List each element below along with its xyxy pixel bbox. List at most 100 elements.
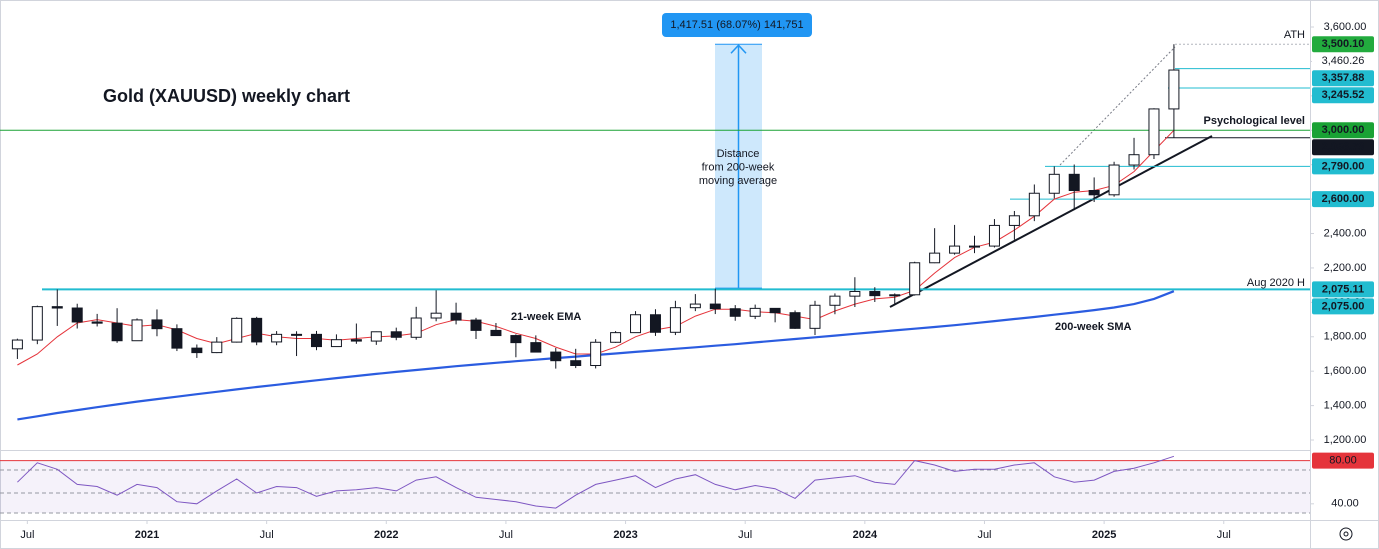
candle-body [889, 294, 901, 297]
candle-body [610, 332, 622, 343]
level-tag [1312, 36, 1374, 53]
level-tag-label: 3,000.00 [1322, 124, 1365, 136]
y-tick-label: 1,800.00 [1324, 331, 1367, 343]
candle-body [211, 341, 223, 354]
candle-body [231, 317, 243, 343]
candle-body [1108, 164, 1120, 196]
candle-body [789, 312, 801, 329]
level-tag-label: 3,460.26 [1322, 55, 1365, 67]
candle-body [988, 224, 1000, 247]
candle-body [809, 304, 821, 329]
candle-body [330, 339, 342, 348]
candle-body [590, 341, 602, 367]
candle-body [131, 319, 143, 342]
level-annotation: ATH [1284, 29, 1305, 41]
x-tick-label: Jul [738, 529, 752, 541]
candle-body [1168, 69, 1180, 110]
rsi-line [17, 455, 1175, 509]
y-tick-label: 2,400.00 [1324, 227, 1367, 239]
level-tag [1312, 53, 1374, 70]
y-tick-label: 2,200.00 [1324, 262, 1367, 274]
y-tick-label: 3,600.00 [1324, 21, 1367, 33]
candle-body [51, 306, 63, 309]
measure-note: from 200-week [702, 161, 775, 173]
candle-body [510, 335, 522, 344]
level-tag [1312, 298, 1374, 315]
level-tag-label: 2,790.00 [1322, 160, 1365, 172]
candle-body [11, 339, 23, 350]
settings-icon-core [1343, 531, 1349, 537]
x-tick-label: Jul [977, 529, 991, 541]
x-tick-label: 2021 [135, 529, 159, 541]
x-tick-label: 2023 [613, 529, 637, 541]
level-tag-label: 2,600.00 [1322, 193, 1365, 205]
x-tick-label: Jul [20, 529, 34, 541]
ma-label: 200-week SMA [1055, 321, 1131, 333]
candle-body [1128, 154, 1140, 166]
y-tick-label: 1,400.00 [1324, 400, 1367, 412]
candle-body [171, 328, 183, 349]
candle-body [191, 347, 203, 354]
candle-body [410, 317, 422, 338]
candle-body [570, 360, 582, 367]
candle-body [689, 303, 701, 309]
level-annotation: Aug 2020 H [1247, 277, 1305, 289]
candle-body [929, 252, 941, 264]
candle-body [71, 307, 83, 323]
candle-body [709, 303, 721, 310]
measure-note: moving average [699, 175, 777, 187]
level-tag [1312, 281, 1374, 298]
candle-body [849, 291, 861, 297]
candle-body [550, 351, 562, 362]
settings-icon[interactable] [1339, 527, 1353, 541]
level-tag [1312, 191, 1374, 208]
chart-title: Gold (XAUUSD) weekly chart [103, 86, 350, 106]
measure-label: 1,417.51 (68.07%) 141,751 [670, 19, 803, 31]
level-tag-label: 3,245.52 [1322, 89, 1365, 101]
candle-body [530, 342, 542, 353]
candle-body [1008, 215, 1020, 226]
x-tick-label: 2022 [374, 529, 398, 541]
level-tag-label: 2,956.79 [1322, 141, 1365, 153]
candle-body [430, 312, 442, 319]
candle-body [251, 317, 263, 343]
level-annotation: Psychological level [1204, 115, 1306, 127]
level-tag-label: 2,075.11 [1322, 283, 1364, 295]
candle-body [729, 308, 741, 317]
level-tag [1312, 158, 1374, 175]
rsi-tag [1312, 452, 1374, 469]
candle-body [350, 339, 362, 342]
rsi-tag-label: 80.00 [1329, 455, 1357, 467]
candle-body [969, 245, 981, 248]
level-tag-label: 3,500.10 [1322, 38, 1365, 50]
candle-body [769, 307, 781, 314]
candle-body [310, 333, 322, 348]
candle-body [31, 306, 43, 341]
x-tick-label: 2024 [853, 529, 878, 541]
candle-body [1088, 189, 1100, 196]
candle-body [669, 307, 681, 333]
candle-body [1048, 173, 1060, 194]
level-tag [1312, 122, 1374, 139]
candle-body [649, 314, 661, 333]
candle-body [390, 331, 402, 338]
y-tick-label: 1,200.00 [1324, 434, 1367, 446]
candle-body [630, 314, 642, 334]
level-tag-label: 2,075.00 [1322, 300, 1365, 312]
candle-body [271, 333, 283, 343]
candle-body [91, 321, 103, 324]
trendline [889, 135, 1213, 308]
candle-body [111, 322, 123, 342]
candle-body [151, 319, 163, 330]
x-tick-label: 2025 [1092, 529, 1116, 541]
measure-label-box [662, 13, 812, 37]
candle-body [1148, 108, 1160, 156]
candle-body [370, 331, 382, 342]
candle-body [829, 295, 841, 306]
candle-body [450, 312, 462, 321]
y-tick-label: 1,600.00 [1324, 365, 1367, 377]
candle-body [949, 245, 961, 254]
candle-body [291, 333, 303, 336]
trendline-dotted [1059, 46, 1176, 166]
